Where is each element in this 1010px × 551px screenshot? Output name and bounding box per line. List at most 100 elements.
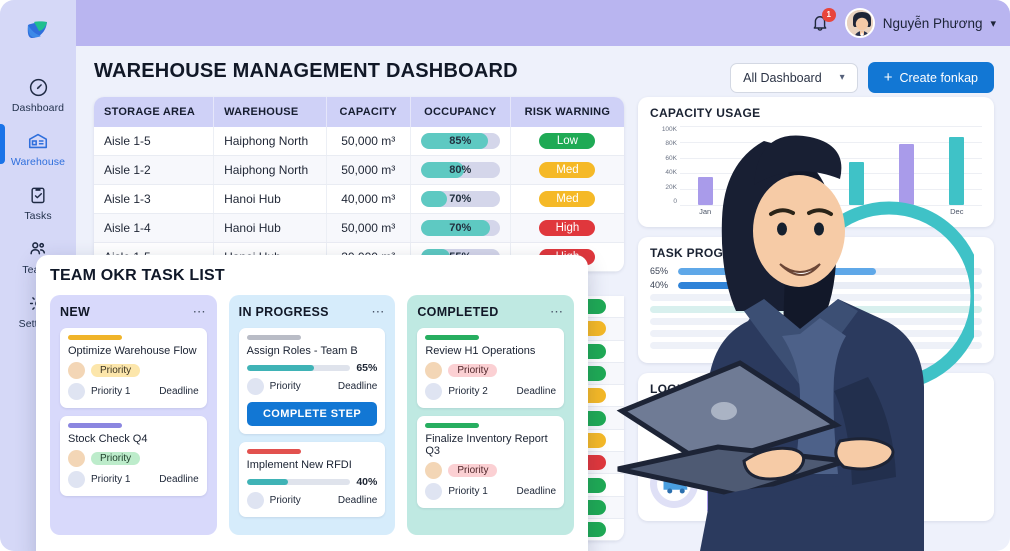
okr-column-header: IN PROGRESS ⋯: [239, 304, 386, 320]
bar: [798, 177, 814, 205]
bar: [753, 436, 769, 512]
task-meta-row: Priority Deadline: [246, 492, 377, 509]
y-tick-label: 100K: [661, 126, 677, 133]
cell-capacity: 40,000 m³: [326, 184, 411, 214]
avatar: [246, 378, 264, 395]
task-card[interactable]: Stock Check Q4 Priority Priority 1 Deadline: [60, 416, 207, 496]
column-header-occupancy[interactable]: OCCUPANCY: [410, 97, 511, 127]
bar-group[interactable]: [789, 126, 822, 205]
logistics-bar-series: [707, 410, 838, 512]
create-button[interactable]: + Create fonkap: [867, 62, 994, 93]
chart-plot-area: Jan Feb Mar Apr Aug Dec: [680, 126, 982, 218]
sidebar-item-tasks[interactable]: Tasks: [0, 176, 76, 226]
gridline: [680, 126, 982, 127]
cell-occupancy: 70%: [410, 184, 511, 214]
column-header-storage-area[interactable]: STORAGE AREA: [94, 97, 215, 127]
status-badge: High: [539, 220, 596, 236]
table-row[interactable]: Aisle 1-5 Haiphong North 50,000 m³ 85% Low: [94, 127, 624, 156]
cell-risk: Med: [510, 155, 624, 185]
x-tick-label: Mar: [799, 207, 813, 216]
progress-label: 65%: [650, 266, 669, 276]
task-tag: [425, 335, 480, 340]
task-card[interactable]: Implement New RFDI 40% Priority Deadline: [238, 442, 386, 517]
sidebar-item-warehouse[interactable]: Warehouse: [0, 122, 76, 172]
storage-table: STORAGE AREA WAREHOUSE CAPACITY OCCUPANC…: [94, 97, 624, 272]
gauge-icon: [650, 460, 698, 508]
task-progress-label: 40%: [356, 476, 378, 488]
cell-capacity: 50,000 m³: [326, 213, 411, 243]
okr-panel-title: TEAM OKR TASK LIST: [50, 267, 225, 284]
task-title: Review H1 Operations: [425, 345, 536, 357]
cell-warehouse: Haiphong North: [213, 155, 327, 185]
task-card[interactable]: Optimize Warehouse Flow Priority Priority …: [60, 328, 207, 408]
column-header-warehouse[interactable]: WAREHOUSE: [213, 97, 327, 127]
bar: [697, 176, 713, 205]
dashboard-filter-dropdown[interactable]: All Dashboard ▾: [730, 62, 858, 93]
cell-occupancy: 70%: [410, 213, 511, 243]
task-deadline: Deadline: [516, 386, 557, 397]
cell-risk: Low: [510, 127, 624, 156]
table-row[interactable]: Aisle 1-3 Hanoi Hub 40,000 m³ 70% Med: [94, 184, 624, 214]
bar-group[interactable]: [840, 126, 873, 205]
task-progress-fill: [246, 365, 315, 371]
okr-column-header: COMPLETED ⋯: [417, 304, 564, 320]
okr-column-completed: COMPLETED ⋯ Review H1 Operations Priority Pr…: [407, 295, 575, 535]
page-header: WAREHOUSE MANAGEMENT DASHBOARD All Dashb…: [94, 60, 994, 97]
bar-group[interactable]: [739, 126, 772, 205]
task-card[interactable]: Finalize Inventory Report Q3 Priority Prio…: [417, 416, 565, 508]
task-meta-row: Priority Deadline: [246, 378, 377, 395]
bar-group[interactable]: [689, 126, 722, 205]
dashboard-filter-label: All Dashboard: [743, 70, 822, 85]
more-options-icon[interactable]: ⋯: [192, 304, 207, 319]
table-row[interactable]: Aisle 1-4 Hanoi Hub 50,000 m³ 70% High: [94, 213, 624, 243]
cell-occupancy: 85%: [410, 127, 511, 156]
task-title: Assign Roles - Team B: [246, 345, 358, 357]
logistics-card: LOGISTICS: [638, 373, 994, 521]
task-priority: Priority 1: [91, 386, 131, 397]
avatar: [68, 362, 85, 379]
avatar: [68, 450, 85, 467]
user-name: Nguyễn Phương: [882, 15, 983, 31]
more-options-icon[interactable]: ⋯: [371, 304, 386, 319]
progress-placeholder-row: [650, 294, 982, 301]
user-menu[interactable]: Nguyễn Phương ▾: [844, 8, 996, 38]
okr-task-panel: TEAM OKR TASK LIST NEW ⋯ Optimize Warehouse…: [36, 255, 588, 551]
avatar: [68, 383, 85, 400]
task-progress-track: [246, 365, 351, 371]
bar: [848, 161, 864, 205]
task-meta-row: Priority 1 Deadline: [68, 471, 199, 488]
more-options-icon[interactable]: ⋯: [550, 304, 565, 319]
bar-group[interactable]: [890, 126, 923, 205]
occupancy-value: 80%: [449, 164, 472, 176]
occupancy-value: 85%: [449, 135, 472, 147]
column-header-capacity[interactable]: CAPACITY: [326, 97, 411, 127]
y-tick-label: 0: [673, 197, 677, 205]
sidebar-item-dashboard[interactable]: Dashboard: [0, 68, 76, 118]
avatar: [425, 462, 443, 479]
y-tick-label: 80K: [665, 140, 677, 148]
notifications-button[interactable]: 1: [807, 8, 836, 36]
task-deadline: Deadline: [159, 386, 199, 397]
cell-warehouse: Hanoi Hub: [213, 213, 327, 243]
truck-icon: [663, 481, 688, 494]
task-priority: Priority: [269, 381, 301, 392]
bar: [822, 424, 838, 512]
bar: [776, 455, 792, 512]
task-chip-row: Priority: [425, 362, 556, 379]
warehouse-icon: [27, 129, 49, 153]
y-tick-label: 60K: [665, 154, 677, 162]
progress-row: 40%: [650, 280, 982, 290]
progress-row: 65%: [650, 266, 982, 276]
bar-group[interactable]: [940, 126, 973, 205]
task-card[interactable]: Review H1 Operations Priority Priority 2 De…: [417, 328, 565, 408]
complete-step-button[interactable]: COMPLETE STEP: [246, 402, 378, 426]
column-header-risk-warning[interactable]: RISK WARNING: [510, 97, 624, 127]
occupancy-value: 70%: [449, 193, 472, 205]
task-card[interactable]: Assign Roles - Team B 65% Priority Deadline…: [238, 328, 386, 434]
bar: [949, 137, 965, 205]
capacity-usage-card: CAPACITY USAGE 100K 80K 60K 40K 20K 0 Jan Feb M…: [638, 97, 994, 227]
status-badge: Med: [539, 191, 596, 207]
create-button-label: Create fonkap: [899, 70, 978, 85]
cell-storage-area: Aisle 1-3: [94, 184, 215, 214]
table-row[interactable]: Aisle 1-2 Haiphong North 50,000 m³ 80% Med: [94, 155, 624, 185]
